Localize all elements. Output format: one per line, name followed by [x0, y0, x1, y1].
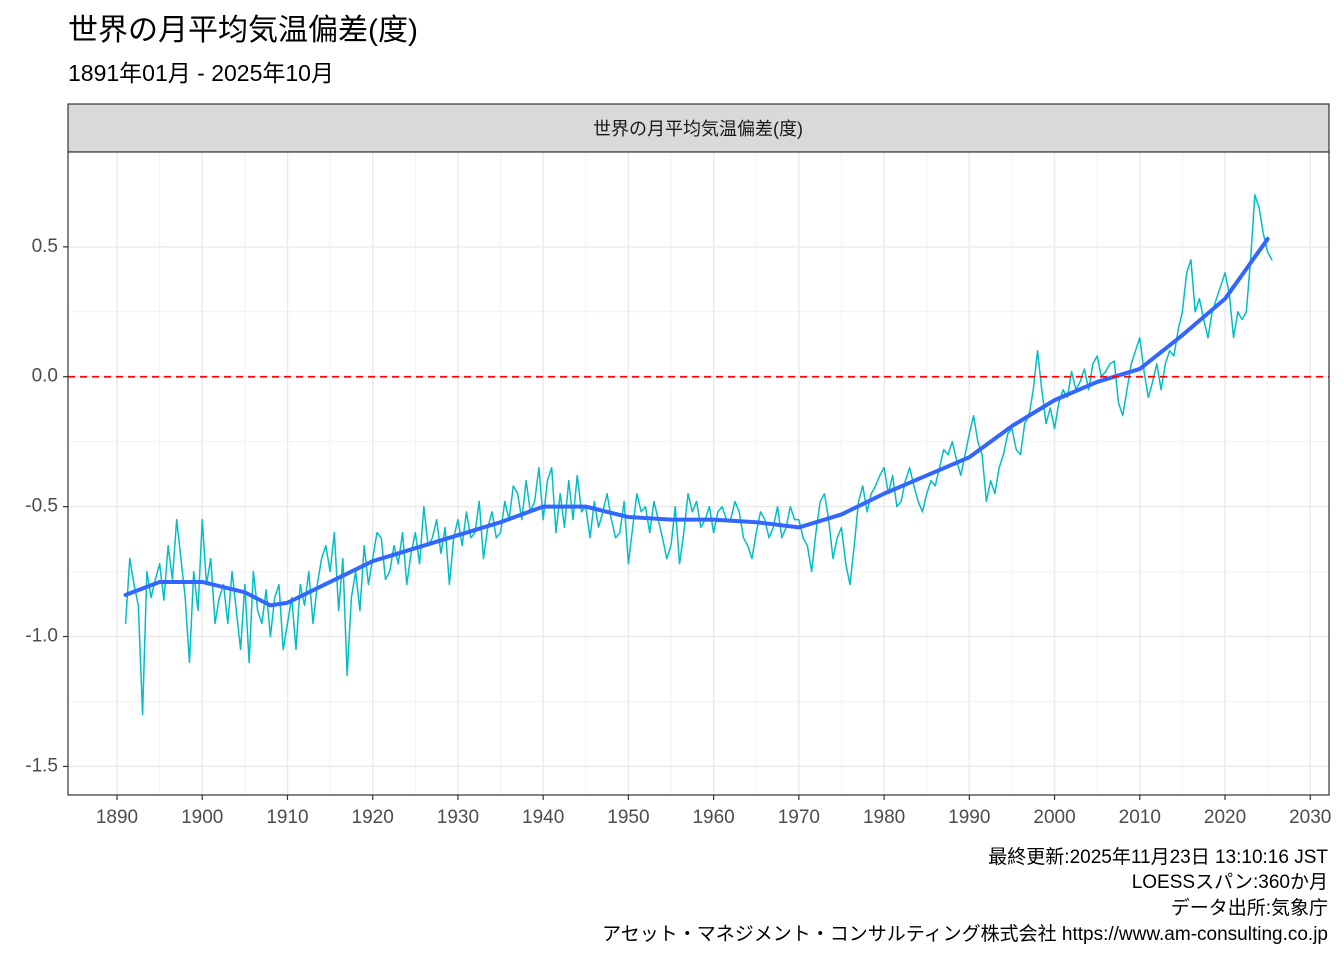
x-tick-label: 1980: [863, 807, 905, 828]
x-tick-label: 1970: [778, 807, 820, 828]
series-line: [123, 237, 1270, 608]
x-tick-label: 1950: [607, 807, 649, 828]
x-tick-label: 1900: [181, 807, 223, 828]
marks: [68, 194, 1329, 716]
caption: 最終更新:2025年11月23日 13:10:16 JST: [988, 846, 1328, 868]
x-tick-label: 1920: [352, 807, 394, 828]
x-tick-label: 2000: [1033, 807, 1075, 828]
x-tick-label: 1890: [96, 807, 138, 828]
x-tick-label: 1990: [948, 807, 990, 828]
chart-subtitle: 1891年01月 - 2025年10月: [68, 60, 334, 86]
caption: データ出所:気象庁: [1171, 897, 1328, 919]
x-tick-label: 1960: [692, 807, 734, 828]
x-tick-label: 2010: [1119, 807, 1161, 828]
y-tick-label: 0.0: [32, 366, 58, 387]
x-tick-label: 2020: [1204, 807, 1246, 828]
y-tick-label: 0.5: [32, 236, 58, 257]
labels: -1.5 -1.0 -0.5 0.0 0.5 1890 1900 1910 1920 1930 19…: [25, 236, 1331, 828]
x-tick-label: 1930: [437, 807, 479, 828]
x-tick-label: 1940: [522, 807, 564, 828]
panel-label: 世界の月平均気温偏差(度): [593, 119, 803, 139]
x-tick-label: 2030: [1289, 807, 1331, 828]
y-tick-label: -1.5: [25, 755, 58, 776]
caption: LOESSスパン:360か月: [1132, 872, 1328, 893]
panel-border: [67, 151, 1330, 796]
series-line: [124, 194, 1273, 716]
caption: アセット・マネジメント・コンサルティング株式会社 https://www.am-…: [602, 923, 1328, 945]
panel-strip: [67, 103, 1330, 153]
x-tick-label: 1910: [266, 807, 308, 828]
plot-panel: [68, 152, 1329, 795]
chart-title: 世界の月平均気温偏差(度): [68, 14, 418, 47]
y-tick-label: -0.5: [25, 496, 58, 517]
y-tick-label: -1.0: [25, 626, 58, 647]
